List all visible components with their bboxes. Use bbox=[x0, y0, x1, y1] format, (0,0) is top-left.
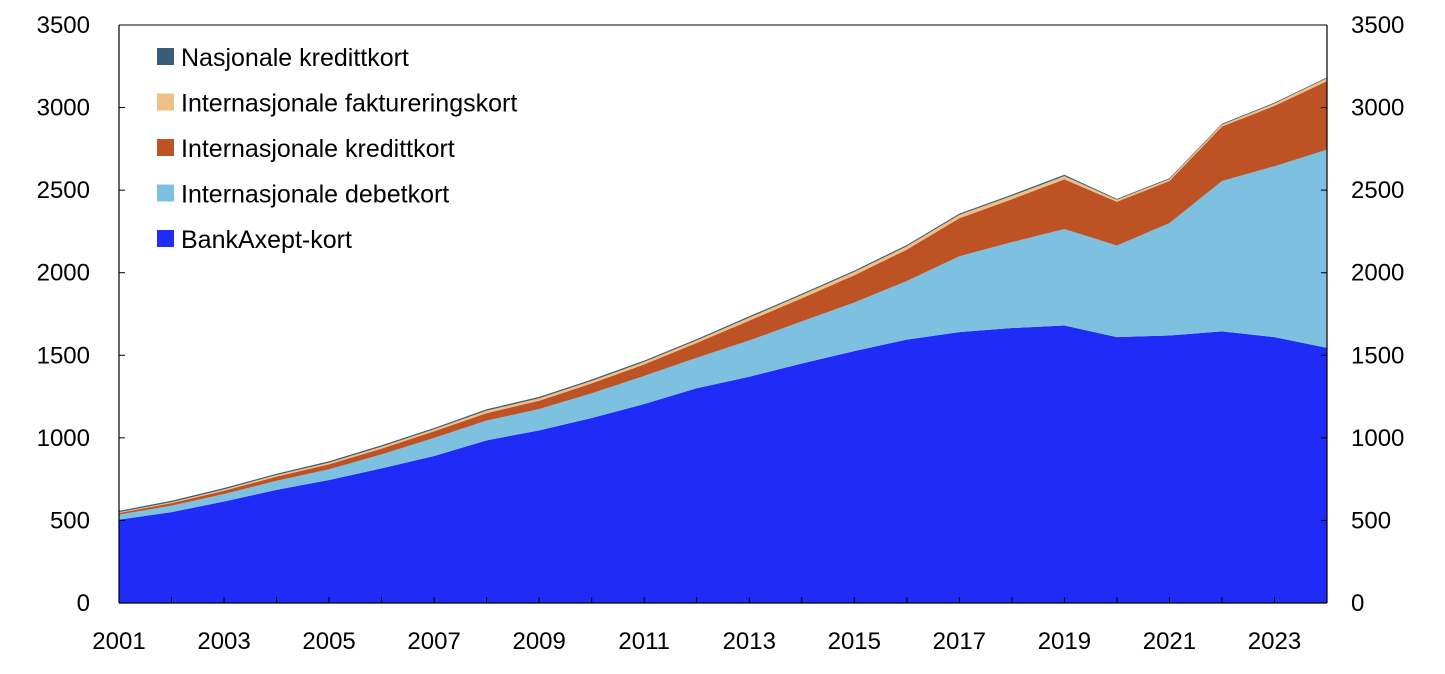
x-tick-label: 2023 bbox=[1248, 628, 1301, 655]
y-tick-label-left: 1000 bbox=[37, 425, 90, 452]
tick-labels-group: 0 0 500 500 1000 1000 1500 1500 2000 2000 2500 2500… bbox=[37, 12, 1405, 655]
area-series-1 bbox=[119, 325, 1327, 603]
x-tick-label: 2013 bbox=[723, 628, 776, 655]
x-tick-label: 2017 bbox=[933, 628, 986, 655]
legend: Nasjonale kredittkort Internasjonale fakt… bbox=[157, 44, 517, 254]
x-tick-label: 2001 bbox=[92, 628, 145, 655]
legend-swatch bbox=[157, 184, 174, 202]
x-tick-label: 2015 bbox=[828, 628, 881, 655]
y-tick-label-left: 0 bbox=[77, 590, 90, 617]
y-tick-label-left: 2500 bbox=[37, 177, 90, 204]
y-tick-label-right: 0 bbox=[1351, 590, 1364, 617]
legend-label: BankAxept-kort bbox=[181, 226, 352, 254]
x-tick-label: 2003 bbox=[197, 628, 250, 655]
legend-swatch bbox=[157, 48, 174, 65]
y-tick-label-right: 1000 bbox=[1351, 425, 1404, 452]
y-tick-label-right: 1500 bbox=[1351, 342, 1404, 369]
legend-label: Nasjonale kredittkort bbox=[181, 44, 409, 72]
axes-group bbox=[118, 24, 1328, 604]
x-tick-label: 2021 bbox=[1143, 628, 1196, 655]
x-tick-label: 2005 bbox=[302, 628, 355, 655]
x-tick-label: 2007 bbox=[407, 628, 460, 655]
x-tick-label: 2009 bbox=[512, 628, 565, 655]
y-tick-label-right: 2500 bbox=[1351, 177, 1404, 204]
y-tick-label-right: 2000 bbox=[1351, 260, 1404, 287]
legend-label: Internasjonale debetkort bbox=[181, 181, 449, 209]
y-tick-label-left: 3000 bbox=[37, 95, 90, 122]
y-tick-label-right: 500 bbox=[1351, 507, 1391, 534]
legend-swatch bbox=[157, 93, 174, 111]
legend-swatch bbox=[157, 139, 174, 156]
area-series-group bbox=[119, 77, 1327, 603]
legend-label: Internasjonale faktureringskort bbox=[181, 90, 517, 118]
y-tick-label-right: 3000 bbox=[1351, 95, 1404, 122]
legend-label: Internasjonale kredittkort bbox=[181, 135, 455, 163]
y-tick-label-left: 2000 bbox=[37, 260, 90, 287]
y-tick-label-left: 500 bbox=[50, 507, 90, 534]
x-tick-label: 2011 bbox=[618, 628, 670, 655]
y-tick-label-left: 1500 bbox=[37, 342, 90, 369]
y-tick-label-left: 3500 bbox=[37, 12, 90, 39]
area-series-2 bbox=[119, 149, 1327, 520]
x-tick-label: 2019 bbox=[1038, 628, 1091, 655]
legend-swatch bbox=[157, 230, 174, 247]
y-tick-label-right: 3500 bbox=[1351, 12, 1404, 39]
